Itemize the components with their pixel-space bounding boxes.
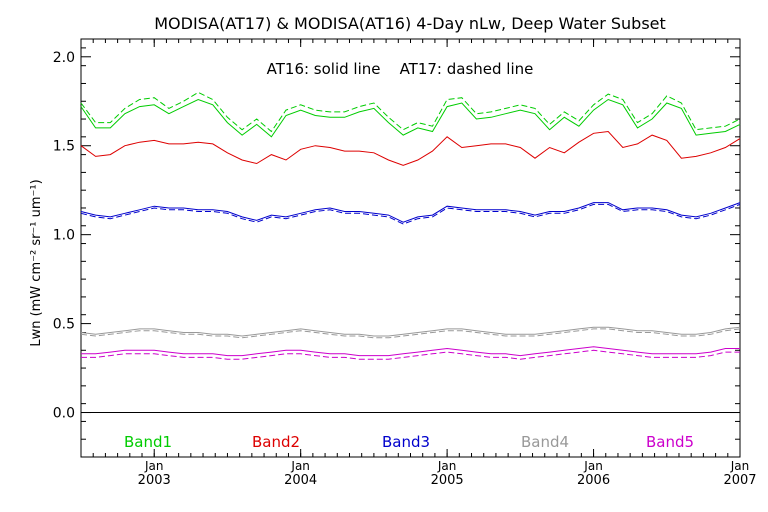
series-line-band4-at17 (80, 328, 741, 339)
y-tick-label: 1.0 (53, 228, 75, 244)
legend-label-band2: Band2 (252, 433, 300, 451)
legend-label-band4: Band4 (521, 433, 569, 451)
legend-label-band3: Band3 (382, 433, 430, 451)
series-layer (80, 91, 741, 360)
axes: 0.00.51.01.52.0Jan2003Jan2004Jan2005Jan2… (53, 39, 757, 488)
series-line-band3-at17 (80, 203, 741, 225)
x-tick-month-label: Jan (583, 459, 603, 473)
series-line-band1 (80, 98, 741, 138)
plot-frame (80, 38, 741, 458)
series-line-band3 (80, 202, 741, 223)
series-line-band5 (81, 346, 740, 357)
y-tick-label: 2.0 (53, 50, 75, 66)
x-tick-month-label: Jan (437, 459, 457, 473)
x-tick-year-label: 2006 (577, 473, 610, 488)
x-tick-month-label: Jan (730, 459, 750, 473)
y-tick-label: 0.5 (53, 317, 75, 333)
x-tick-year-label: 2004 (284, 473, 317, 488)
series-line-band4 (80, 326, 741, 337)
x-tick-month-label: Jan (290, 459, 310, 473)
chart-title: MODISA(AT17) & MODISA(AT16) 4-Day nLw, D… (154, 14, 666, 33)
x-tick-year-label: 2003 (138, 473, 171, 488)
y-tick-label: 0.0 (53, 406, 75, 422)
series-line-band2 (80, 130, 741, 166)
series-line-band5-at17 (81, 349, 740, 360)
line-style-annotation: AT16: solid line AT17: dashed line (267, 60, 534, 78)
x-tick-month-label: Jan (144, 459, 164, 473)
legend: Band1 Band2 Band3 Band4 Band5 (124, 433, 694, 451)
x-tick-year-label: 2007 (723, 473, 756, 488)
legend-label-band5: Band5 (646, 433, 694, 451)
x-tick-year-label: 2005 (431, 473, 464, 488)
y-tick-label: 1.5 (53, 139, 75, 155)
legend-label-band1: Band1 (124, 433, 172, 451)
y-axis-label: Lwn (mW cm⁻² sr⁻¹ um⁻¹) (29, 179, 44, 346)
